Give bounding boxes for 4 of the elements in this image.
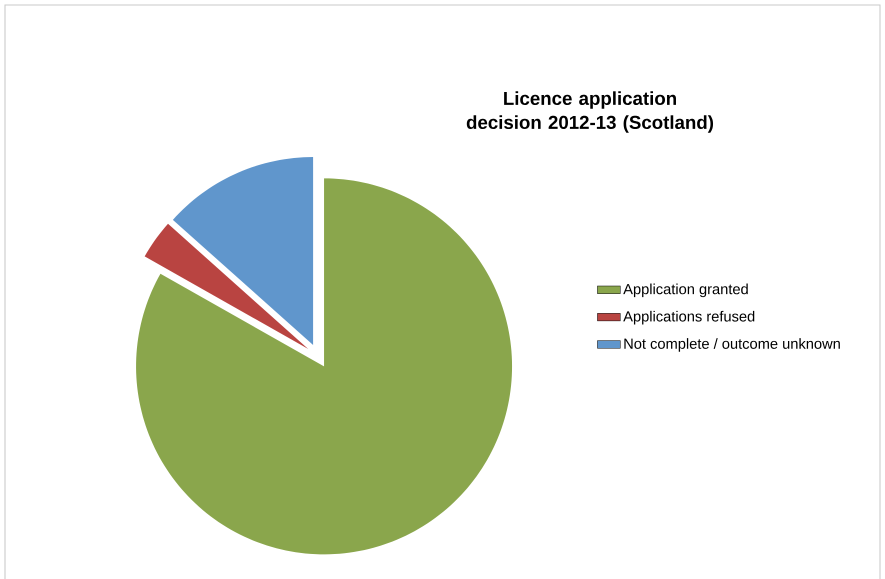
legend-label: Applications refused [623,310,754,324]
legend-label: Application granted [623,284,748,298]
chart-title: Licence application decision 2012-13 (Scotland) [466,91,714,133]
legend-label: Not complete / outcome unknown [624,338,840,352]
